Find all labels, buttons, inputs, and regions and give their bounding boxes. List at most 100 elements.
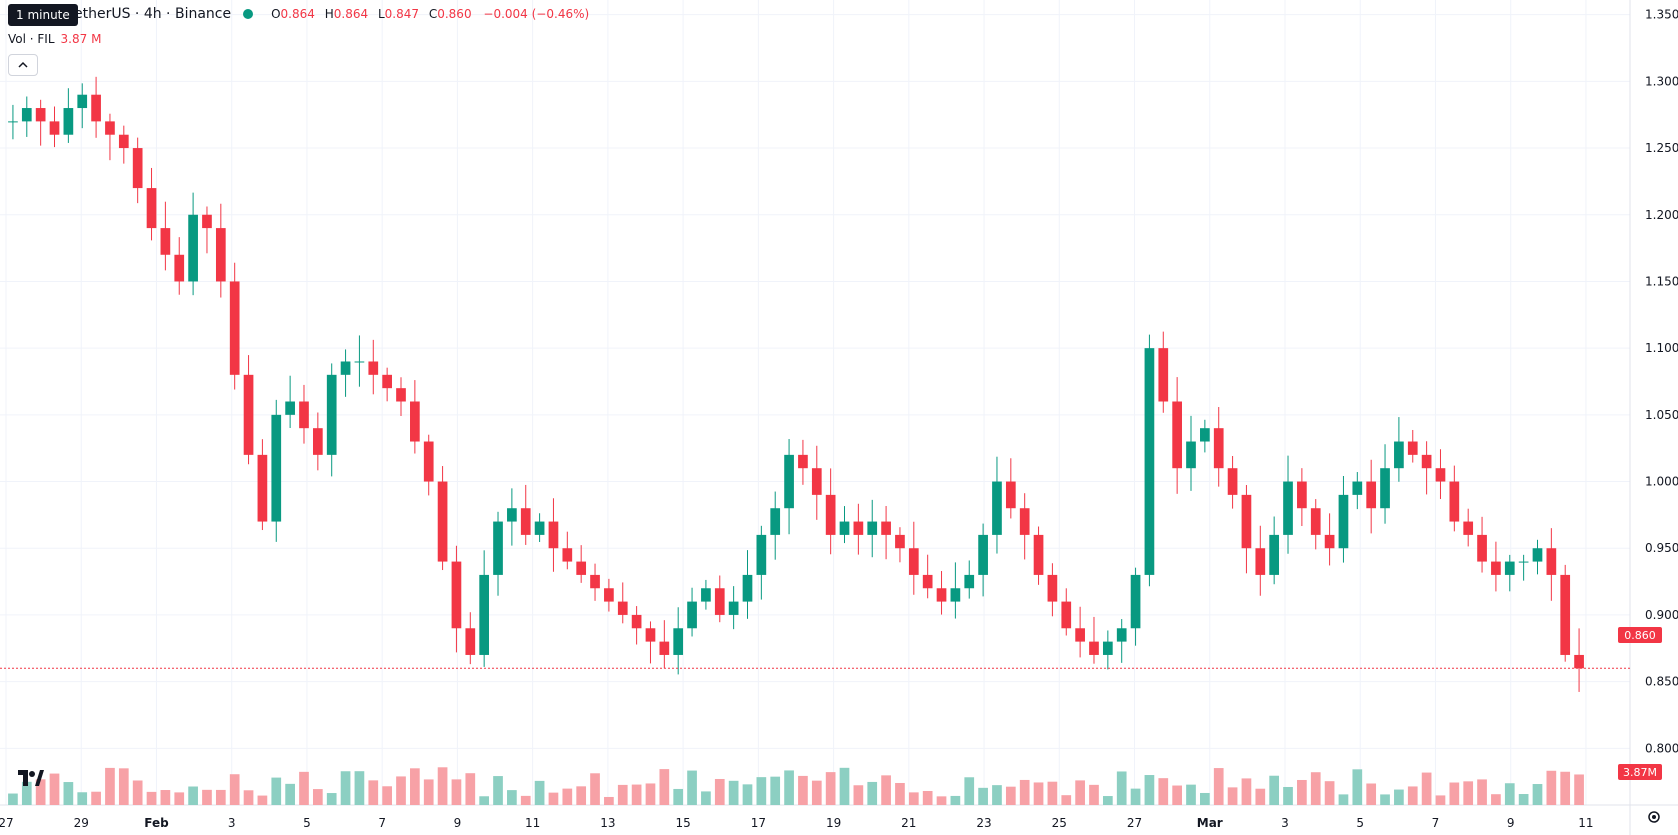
volume-bar (825, 772, 836, 805)
candle-body (1047, 574, 1058, 602)
candle-body (1158, 348, 1169, 402)
ohlc-values: O0.864 H0.864 L0.847 C0.860 −0.004 (−0.4… (265, 7, 589, 21)
volume-label: Vol · FIL (8, 32, 55, 46)
candle-body (1394, 441, 1404, 469)
candle-body (91, 94, 101, 122)
volume-bar (936, 796, 947, 805)
volume-bar (687, 770, 697, 805)
x-tick-label: 19 (826, 816, 841, 830)
candle-body (978, 534, 988, 575)
volume-bar (1352, 769, 1363, 805)
volume-bar (922, 790, 933, 805)
candle-body (798, 454, 808, 469)
volume-bar (770, 776, 781, 805)
volume-bar (8, 793, 18, 805)
volume-legend: Vol · FIL 3.87 M (8, 32, 101, 46)
volume-bar (520, 795, 531, 805)
volume-bar (243, 790, 254, 805)
x-tick-label: 7 (1432, 816, 1440, 830)
candle-body (617, 601, 628, 615)
y-tick-label: 1.250 (1645, 141, 1678, 155)
ohlc-h-label: H (324, 7, 334, 21)
volume-bar (160, 790, 171, 805)
candle-body (1491, 561, 1501, 575)
x-tick-label: 23 (976, 816, 991, 830)
collapse-legend-button[interactable] (8, 54, 38, 76)
candle-body (146, 188, 157, 229)
y-tick-label: 0.850 (1645, 675, 1678, 689)
candle-body (118, 134, 129, 149)
volume-bar (1546, 770, 1557, 805)
candle-body (1089, 641, 1099, 655)
candle-body (1463, 521, 1474, 535)
volume-bar (105, 767, 115, 805)
y-tick-label: 0.900 (1645, 608, 1678, 622)
candle-body (451, 561, 462, 629)
candle-body (673, 628, 684, 655)
volume-bar (188, 786, 198, 805)
candle-body (950, 588, 961, 602)
candle-body (257, 454, 268, 522)
volume-bar (1047, 781, 1058, 805)
candle-body (1407, 441, 1418, 455)
x-tick-label: 25 (1052, 816, 1067, 830)
candle-body (312, 428, 323, 455)
candle-body (1352, 481, 1363, 495)
x-tick-label: 11 (525, 816, 540, 830)
volume-bar (1158, 778, 1169, 805)
volume-bar (1518, 794, 1529, 805)
x-tick-label: Mar (1197, 816, 1223, 830)
x-tick-label: Feb (144, 816, 169, 830)
candle-body (1213, 428, 1224, 469)
volume-bar (1130, 788, 1141, 805)
volume-bar (382, 786, 392, 805)
candle-body (271, 414, 282, 522)
candle-body (21, 108, 32, 122)
candle-body (507, 508, 517, 522)
volume-bar (423, 779, 434, 805)
candle-body (1227, 468, 1238, 495)
volume-bar (867, 781, 878, 805)
volume-bar (908, 792, 919, 805)
symbol-title[interactable]: etherUS · 4h · Binance (74, 6, 232, 22)
volume-bar (1200, 792, 1210, 805)
candle-body (1518, 561, 1529, 563)
candle-body (853, 521, 864, 535)
volume-bar (21, 781, 32, 805)
volume-bar (1380, 794, 1390, 805)
volume-bar (396, 776, 406, 805)
candle-body (1435, 468, 1446, 482)
volume-bar (895, 782, 905, 805)
candle-body (1283, 481, 1293, 535)
volume-bar (465, 773, 476, 805)
volume-bar (91, 791, 101, 805)
candle-body (1005, 481, 1016, 509)
x-tick-label: 3 (228, 816, 236, 830)
candle-body (1172, 401, 1182, 469)
candle-body (922, 574, 933, 589)
candle-body (1102, 641, 1113, 655)
volume-bar (229, 774, 240, 805)
candle-body (1019, 508, 1030, 535)
candle-body (132, 148, 143, 189)
candle-body (908, 548, 919, 575)
candle-body (1449, 481, 1460, 522)
volume-bar (1297, 779, 1307, 805)
volume-bar (132, 780, 143, 805)
volume-bar (507, 790, 517, 805)
volume-bar (1449, 782, 1460, 805)
volume-bar (562, 788, 573, 805)
candle-body (728, 601, 739, 615)
volume-bar (1532, 784, 1543, 805)
ohlc-o-value: 0.864 (280, 7, 315, 21)
gear-icon[interactable] (1646, 809, 1662, 829)
volume-bar (1504, 783, 1515, 805)
tradingview-logo[interactable] (18, 770, 44, 791)
candle-body (202, 214, 212, 229)
candle-body (548, 521, 559, 549)
volume-bar (590, 773, 600, 805)
volume-bar (77, 792, 88, 805)
candle-body (35, 108, 46, 122)
volume-bar (174, 792, 185, 805)
